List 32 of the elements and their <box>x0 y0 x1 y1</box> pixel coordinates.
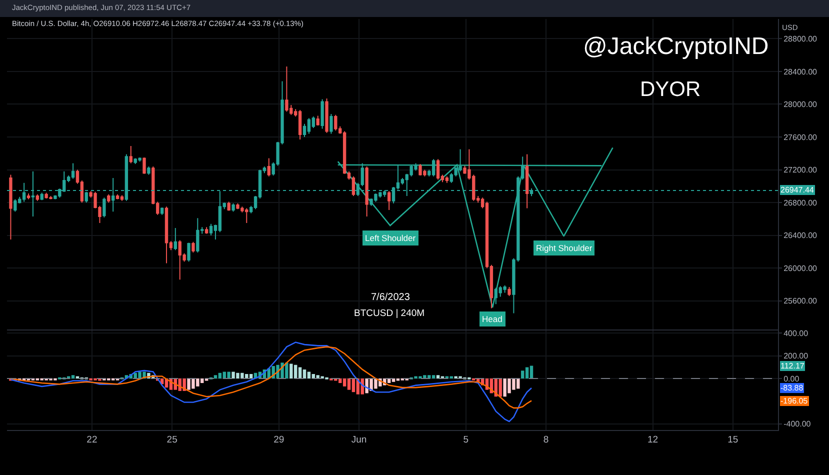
annotation: 7/6/2023 <box>371 292 410 303</box>
annotation: -196.05 <box>780 396 808 406</box>
annotation: Right Shoulder <box>536 243 592 253</box>
y-tick-label: -400.00 <box>784 420 812 429</box>
ref-line-label: 26947.44 <box>780 186 814 194</box>
y-tick-label: 25600.00 <box>784 296 818 306</box>
annotation: 112.17 <box>780 362 805 370</box>
annotation: DYOR <box>640 78 701 101</box>
y-tick-label: 28800.00 <box>784 34 818 44</box>
y-tick-label: 28000.00 <box>784 100 818 110</box>
y-tick-label: 0.00 <box>784 374 800 384</box>
x-tick-label: 5 <box>463 434 468 446</box>
y-tick-label: 26000.00 <box>784 264 818 273</box>
y-tick-label: 27600.00 <box>784 132 818 142</box>
x-tick-label: 22 <box>86 434 98 446</box>
annotation: Head <box>482 314 503 324</box>
y-tick-label: 26800.00 <box>784 198 818 208</box>
annotation: @JackCryptoIND <box>583 33 769 60</box>
annotation: -83.88 <box>780 384 804 392</box>
x-tick-label: 29 <box>274 434 284 446</box>
y-tick-label: 27200.00 <box>784 166 818 175</box>
x-tick-label: 12 <box>648 434 658 446</box>
y-tick-label: 26400.00 <box>784 231 818 240</box>
x-tick-label: Jun <box>351 434 367 446</box>
y-tick-label: 200.00 <box>784 352 809 361</box>
annotation: BTCUSD | 240M <box>354 308 425 319</box>
x-tick-label: 15 <box>728 434 738 446</box>
x-tick-label: 25 <box>166 434 178 446</box>
y-tick-label: 28400.00 <box>784 67 818 76</box>
x-tick-label: 8 <box>543 434 549 446</box>
y-tick-label: 400.00 <box>784 329 809 338</box>
annotation: Left Shoulder <box>365 233 416 243</box>
